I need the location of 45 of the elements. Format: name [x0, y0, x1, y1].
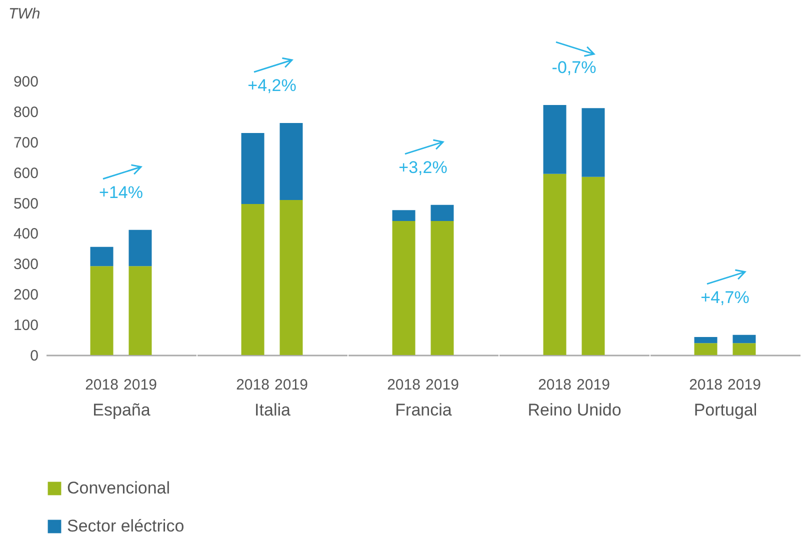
y-tick-label: 100 — [13, 317, 38, 334]
legend-label: Convencional — [67, 478, 170, 498]
bar — [280, 200, 303, 355]
legend-label: Sector eléctrico — [67, 516, 184, 536]
y-tick-label: 600 — [13, 164, 38, 182]
y-axis-title: TWh — [8, 6, 40, 22]
bar — [280, 123, 303, 200]
x-tick-label: 2018 — [538, 376, 572, 394]
y-tick-label: 700 — [13, 134, 38, 152]
y-tick-label: 400 — [13, 226, 38, 243]
bar — [582, 176, 605, 355]
bar — [128, 230, 152, 266]
bar — [90, 266, 114, 355]
x-tick-label: 2019 — [728, 376, 761, 394]
bar — [543, 174, 566, 355]
x-tick-label: 2019 — [124, 376, 157, 394]
x-tick-label: 2019 — [274, 376, 308, 394]
bar — [543, 105, 566, 174]
bar — [241, 204, 264, 355]
x-tick-label: 2018 — [236, 376, 270, 394]
x-tick-label: 2019 — [426, 376, 459, 394]
x-axis-title: Italia — [254, 400, 291, 420]
x-tick-label: 2018 — [689, 376, 722, 394]
y-tick-label: 300 — [13, 256, 38, 274]
y-tick-label: 0 — [30, 348, 38, 364]
bar — [241, 133, 264, 204]
x-axis-title: Portugal — [694, 400, 758, 420]
y-tick-label: 900 — [13, 74, 38, 90]
bar — [90, 246, 114, 266]
bar — [582, 108, 605, 177]
bar — [128, 266, 152, 355]
annotation: +3,2% — [398, 158, 448, 177]
y-tick-label: 800 — [13, 104, 38, 121]
x-axis-title: Reino Unido — [528, 400, 622, 420]
x-tick-label: 2019 — [576, 376, 610, 394]
y-tick-label: 200 — [13, 286, 38, 304]
y-tick-label: 500 — [13, 195, 38, 212]
x-tick-label: 2018 — [387, 376, 420, 394]
x-axis-title: Francia — [395, 400, 452, 420]
annotation: +4,7% — [700, 288, 750, 307]
text: -0,7% — [552, 58, 596, 78]
x-tick-label: 2018 — [85, 376, 118, 394]
annotation: +4,2% — [248, 76, 296, 96]
x-axis-title: España — [92, 400, 151, 420]
annotation: +14% — [99, 182, 143, 202]
